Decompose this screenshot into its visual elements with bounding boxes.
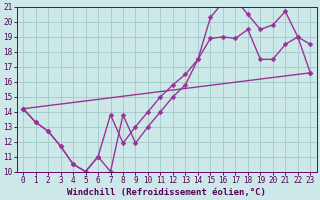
X-axis label: Windchill (Refroidissement éolien,°C): Windchill (Refroidissement éolien,°C) (67, 188, 266, 197)
